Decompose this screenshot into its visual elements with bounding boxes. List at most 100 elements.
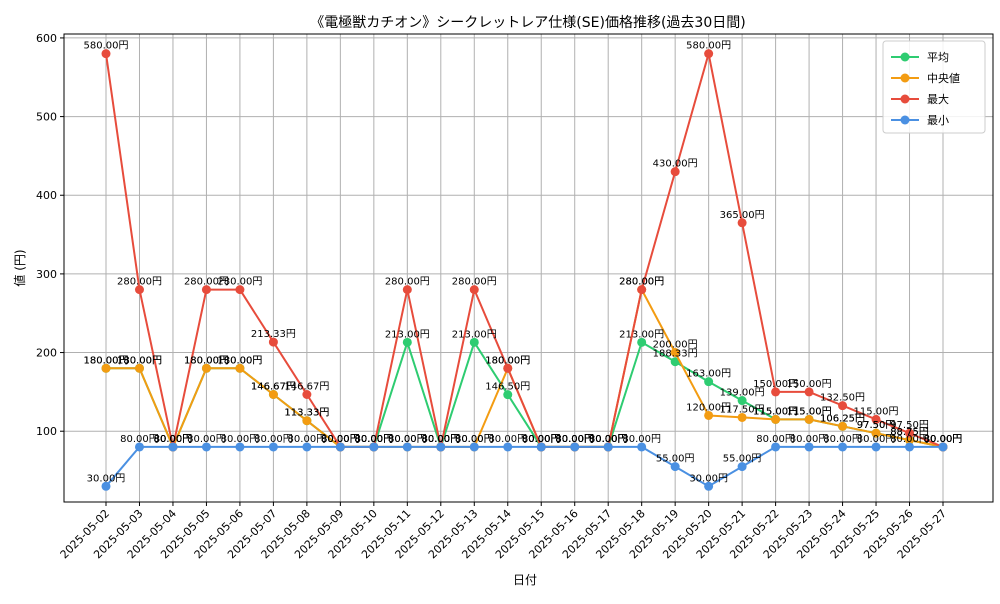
data-point [637,337,647,347]
data-point [268,442,278,452]
data-label: 580.00円 [686,41,731,52]
data-label: 180.00円 [217,355,262,366]
data-label: 80.00円 [120,434,159,445]
data-point [469,442,479,452]
y-tick-label: 400 [36,189,57,202]
data-label: 80.00円 [288,434,327,445]
data-point [905,442,915,452]
data-label: 88.75円 [890,427,929,438]
data-label: 80.00円 [924,434,963,445]
data-label: 146.50円 [485,382,530,393]
data-point [536,442,546,452]
data-label: 80.00円 [522,434,561,445]
data-label: 80.00円 [221,434,260,445]
data-point [570,442,580,452]
data-label: 80.00円 [589,434,628,445]
data-label: 80.00円 [857,434,896,445]
data-point [402,337,412,347]
data-point [235,285,245,295]
data-label: 280.00円 [184,277,229,288]
data-label: 80.00円 [589,434,628,445]
data-label: 80.00円 [555,434,594,445]
data-point [302,416,312,426]
data-point [268,390,278,400]
data-point [905,428,915,438]
y-axis-ticks: 100 200 300 400 500 600 [36,32,64,438]
data-label: 113.33円 [284,408,329,419]
data-point [637,285,647,295]
x-axis-title: 日付 [513,573,537,587]
data-label: 280.00円 [619,277,664,288]
data-label: 80.00円 [421,434,460,445]
data-label: 180.00円 [84,355,129,366]
data-label: 80.00円 [355,434,394,445]
series-line [105,52,944,448]
data-label: 280.00円 [619,277,664,288]
legend-label: 平均 [927,51,949,64]
data-label: 213.00円 [452,329,497,340]
data-point [704,410,714,420]
data-label: 180.00円 [117,355,162,366]
data-point [302,390,312,400]
data-label: 80.00円 [321,434,360,445]
data-point [436,442,446,452]
data-label: 80.00円 [154,434,193,445]
data-label: 139.00円 [720,388,765,399]
data-label: 163.00円 [686,369,731,380]
data-label: 132.50円 [820,393,865,404]
legend-swatch-marker [900,52,910,62]
data-point [737,396,747,406]
data-label: 80.00円 [488,434,527,445]
data-label: 80.00円 [455,434,494,445]
data-label: 80.00円 [254,434,293,445]
data-point [134,442,144,452]
data-point [737,218,747,228]
data-label: 55.00円 [656,454,695,465]
data-point [134,363,144,373]
data-label: 80.00円 [924,434,963,445]
data-point [871,428,881,438]
data-label: 55.00円 [723,454,762,465]
data-label: 115.00円 [753,406,798,417]
data-point [670,357,680,367]
data-label: 80.00円 [187,434,226,445]
data-point [168,442,178,452]
grid-lines [64,34,993,502]
data-point [469,285,479,295]
data-label: 97.50円 [890,420,929,431]
data-label: 80.00円 [924,434,963,445]
data-label: 80.00円 [522,434,561,445]
data-label: 88.75円 [890,427,929,438]
data-label: 80.00円 [388,434,427,445]
data-label: 180.00円 [485,355,530,366]
data-label: 580.00円 [84,41,129,52]
data-point [134,285,144,295]
data-label: 113.33円 [284,408,329,419]
data-labels: 180.00円180.00円80.00円180.00円180.00円146.67… [84,41,963,485]
legend-swatch-marker [900,73,910,83]
data-point [469,337,479,347]
data-label: 30.00円 [689,473,728,484]
data-label: 80.00円 [522,434,561,445]
data-point [838,421,848,431]
data-label: 106.25円 [820,413,865,424]
data-label: 106.25円 [820,413,865,424]
data-label: 80.00円 [924,434,963,445]
y-tick-label: 500 [36,111,57,124]
data-label: 80.00円 [321,434,360,445]
x-axis-ticks: 2025-05-022025-05-032025-05-042025-05-05… [58,502,949,561]
data-label: 180.00円 [184,355,229,366]
legend-swatch-marker [900,94,910,104]
data-point [704,481,714,491]
data-label: 146.67円 [251,382,296,393]
data-label: 280.00円 [117,277,162,288]
series-line [106,288,944,448]
data-point [737,462,747,472]
y-tick-label: 600 [36,32,57,45]
data-label: 80.00円 [321,434,360,445]
data-label: 80.00円 [388,434,427,445]
data-point [335,442,345,452]
data-label: 80.00円 [823,434,862,445]
